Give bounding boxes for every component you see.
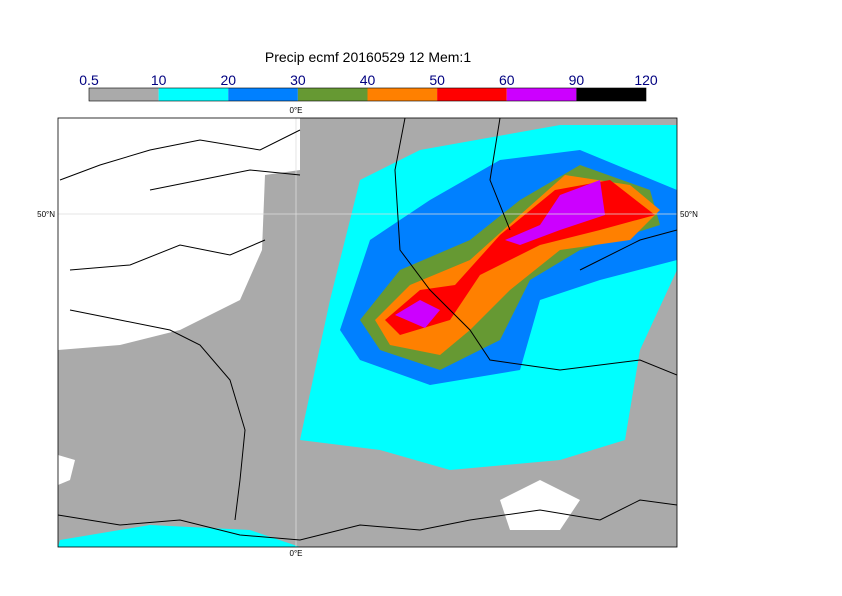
colorbar-label: 20 [220,72,236,88]
colorbar-segment [228,88,298,101]
lon-label: 0°E [290,106,303,115]
precip-area [395,180,605,328]
border-line [58,118,677,541]
colorbar-segment [89,88,159,101]
colorbar-label: 60 [499,72,515,88]
colorbar-label: 40 [360,72,376,88]
lon-label: 0°E [290,549,303,558]
title: Precip ecmf 20160529 12 Mem:1 [265,49,471,65]
dry-area [58,118,300,350]
map-frame [57,117,678,548]
map [57,117,678,548]
colorbar: 0.5 10 20 30 40 50 60 90 120 [79,72,658,102]
colorbar-label: 50 [429,72,445,88]
lat-label: 50°N [680,210,698,219]
lat-label: 50°N [37,210,55,219]
colorbar-label: 30 [290,72,306,88]
colorbar-segment [297,88,368,101]
colorbar-segment [506,88,577,101]
colorbar-label: 0.5 [79,72,99,88]
colorbar-segment [367,88,438,101]
colorbar-segment [437,88,507,101]
colorbar-label: 10 [151,72,167,88]
colorbar-segment [158,88,229,101]
colorbar-label: 90 [569,72,585,88]
dry-area [58,455,580,530]
colorbar-frame [88,87,647,102]
colorbar-segment [576,88,646,101]
colorbar-label: 120 [634,72,658,88]
